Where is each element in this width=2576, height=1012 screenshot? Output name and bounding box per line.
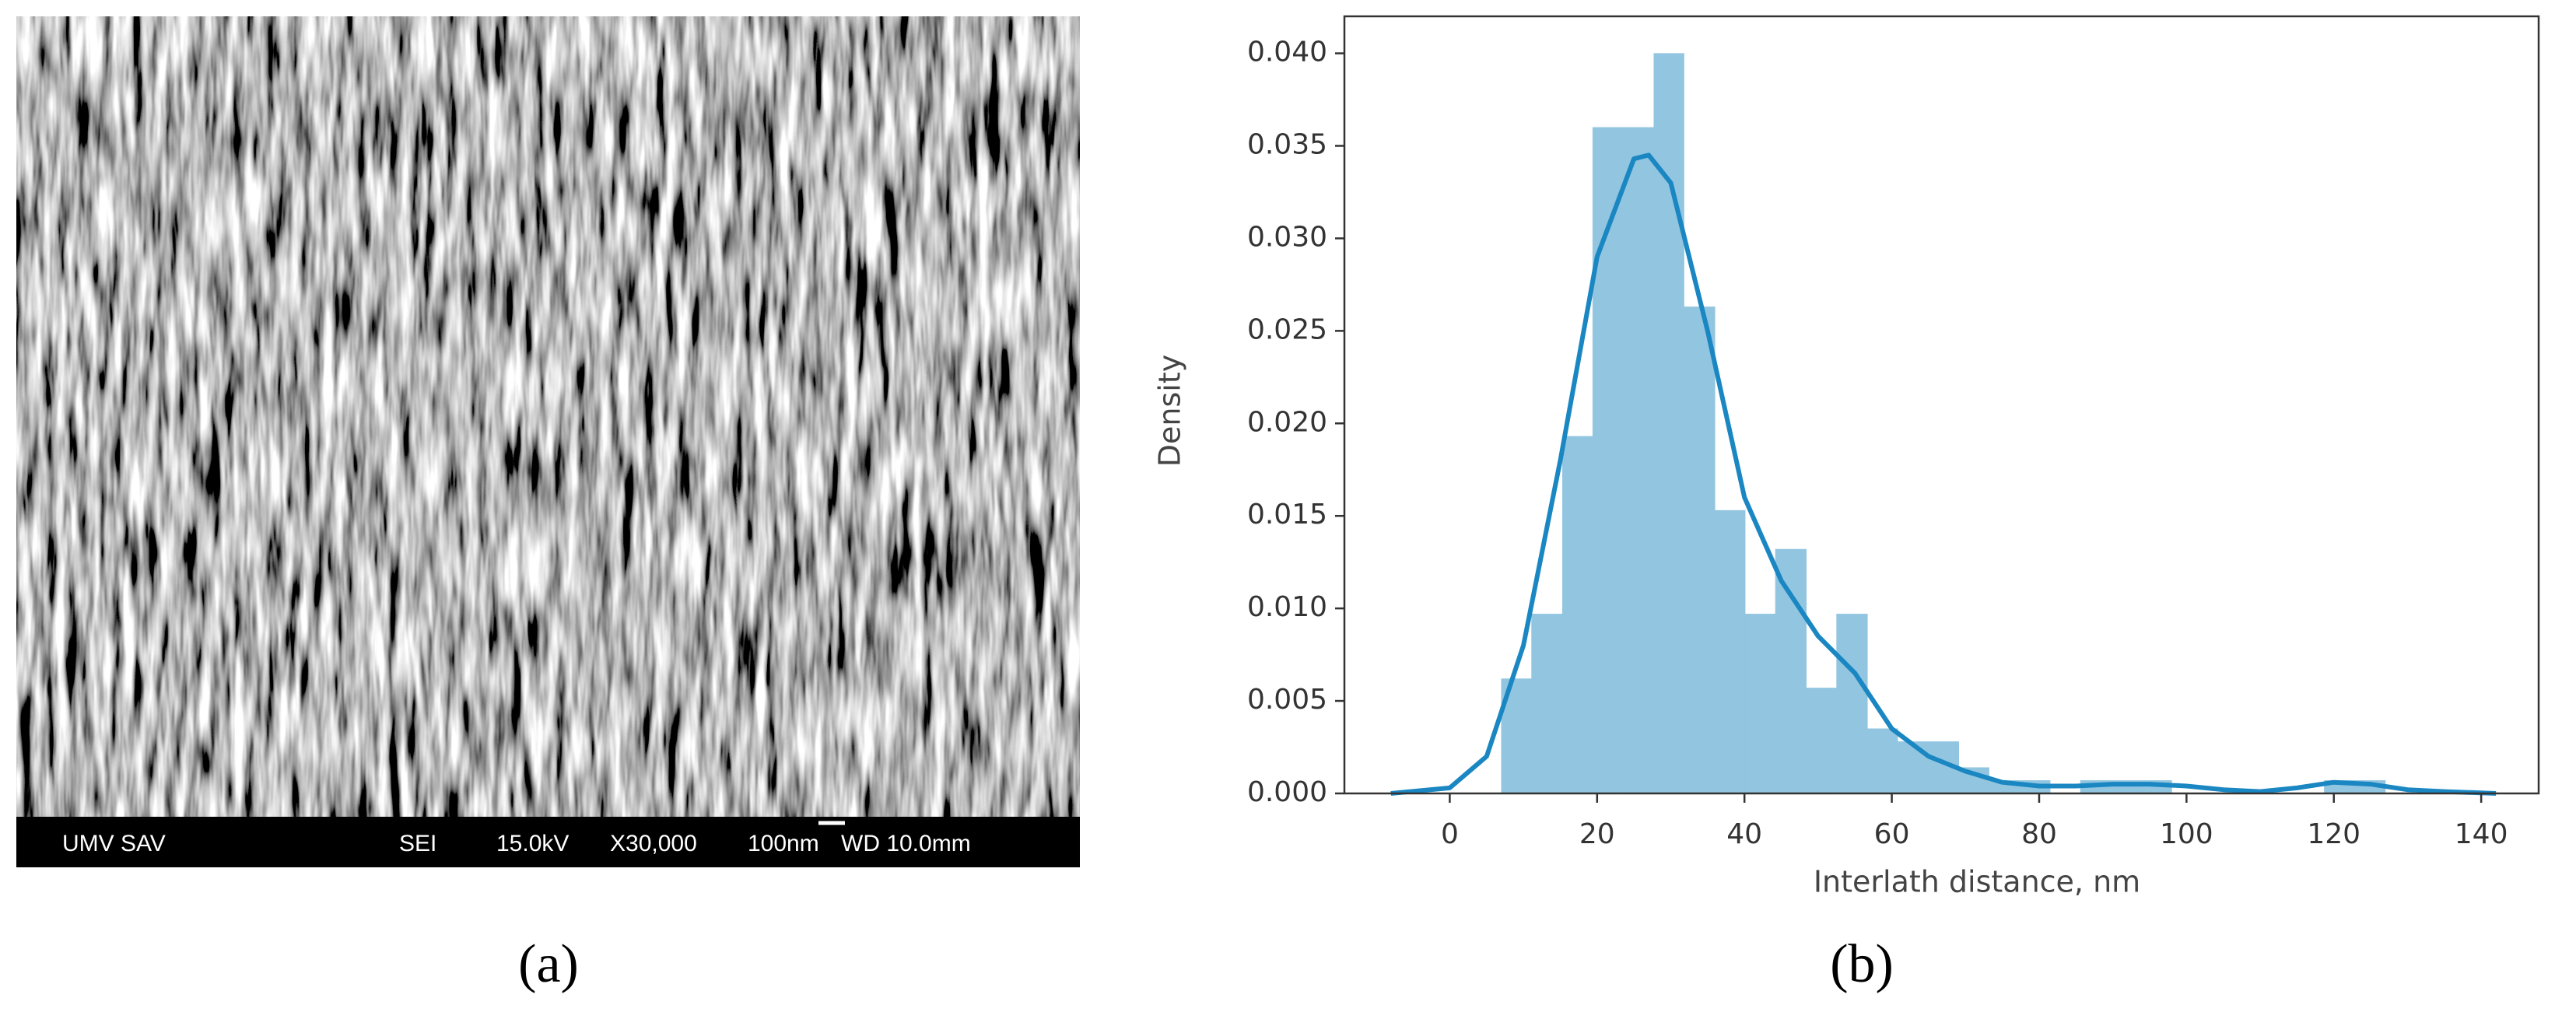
x-tick-label: 140	[2455, 818, 2508, 850]
bar	[1531, 614, 1563, 794]
y-tick-label: 0.025	[1247, 313, 1327, 345]
x-tick-label: 100	[2160, 818, 2213, 850]
info-bar	[16, 817, 1080, 867]
histogram-chart: 0.000 0.005 0.010 0.015 0.020 0.025 0.030 0.035…	[1247, 15, 2540, 850]
y-tick-label: 0.040	[1247, 37, 1327, 68]
x-axis-label: Interlath distance, nm	[1814, 865, 2140, 899]
sem-image	[16, 16, 1080, 817]
bar	[1623, 127, 1654, 794]
y-axis-label: Density	[1153, 355, 1187, 467]
x-tick-label: 40	[1726, 818, 1762, 850]
x-tick-label: 60	[1874, 818, 1910, 850]
info-text: SEI	[399, 831, 436, 856]
bar	[1684, 306, 1716, 794]
bar	[1744, 614, 1776, 794]
info-text: 100nm	[748, 831, 819, 856]
bar	[1653, 53, 1684, 794]
y-tick-label: 0.035	[1247, 129, 1327, 161]
x-tick-label: 120	[2307, 818, 2360, 850]
bar	[1897, 741, 1929, 794]
info-text: WD 10.0mm	[841, 831, 971, 856]
y-tick-label: 0.015	[1247, 499, 1327, 531]
bar	[1867, 728, 1898, 794]
y-tick-label: 0.010	[1247, 591, 1327, 623]
y-tick-label: 0.030	[1247, 221, 1327, 253]
bar	[1715, 510, 1746, 794]
sem-micrograph: UMV SAV SEI 15.0kV X30,000 100nm WD 10.0…	[16, 16, 1080, 867]
x-tick-label: 0	[1441, 818, 1459, 850]
bar	[1806, 688, 1837, 794]
bar	[1836, 614, 1868, 794]
y-tick-label: 0.020	[1247, 406, 1327, 438]
bar	[1775, 548, 1807, 794]
y-tick-label: 0.000	[1247, 776, 1327, 808]
x-tick-label: 20	[1579, 818, 1615, 850]
plot-frame	[1343, 15, 2540, 795]
x-tick-label: 80	[2021, 818, 2057, 850]
kde-line	[1390, 152, 2497, 796]
y-tick-label: 0.005	[1247, 684, 1327, 716]
info-text: X30,000	[610, 831, 697, 856]
info-text: UMV SAV	[62, 831, 166, 856]
panel-label: (a)	[518, 934, 579, 994]
info-text: 15.0kV	[496, 831, 569, 856]
panel-label: (b)	[1830, 934, 1894, 994]
bar	[1562, 436, 1593, 794]
